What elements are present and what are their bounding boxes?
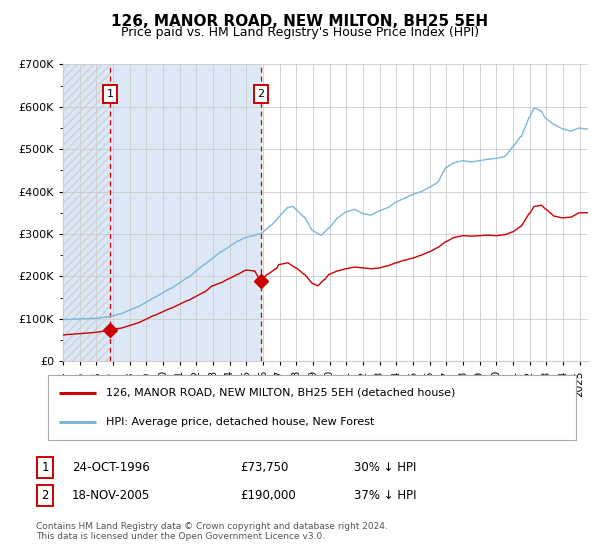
Text: 1: 1 <box>107 89 113 99</box>
Text: 126, MANOR ROAD, NEW MILTON, BH25 5EH (detached house): 126, MANOR ROAD, NEW MILTON, BH25 5EH (d… <box>106 388 455 398</box>
Text: 30% ↓ HPI: 30% ↓ HPI <box>354 461 416 474</box>
Text: 2: 2 <box>41 489 49 502</box>
Text: 126, MANOR ROAD, NEW MILTON, BH25 5EH: 126, MANOR ROAD, NEW MILTON, BH25 5EH <box>112 14 488 29</box>
Text: Contains HM Land Registry data © Crown copyright and database right 2024.
This d: Contains HM Land Registry data © Crown c… <box>36 522 388 542</box>
Bar <box>63 64 110 361</box>
Bar <box>110 64 261 361</box>
Text: £73,750: £73,750 <box>240 461 289 474</box>
Bar <box>63 64 110 361</box>
Text: 2: 2 <box>257 89 265 99</box>
Text: 37% ↓ HPI: 37% ↓ HPI <box>354 489 416 502</box>
Text: 18-NOV-2005: 18-NOV-2005 <box>72 489 150 502</box>
Text: Price paid vs. HM Land Registry's House Price Index (HPI): Price paid vs. HM Land Registry's House … <box>121 26 479 39</box>
Text: £190,000: £190,000 <box>240 489 296 502</box>
Text: 24-OCT-1996: 24-OCT-1996 <box>72 461 150 474</box>
Text: 1: 1 <box>41 461 49 474</box>
Text: HPI: Average price, detached house, New Forest: HPI: Average price, detached house, New … <box>106 417 374 427</box>
